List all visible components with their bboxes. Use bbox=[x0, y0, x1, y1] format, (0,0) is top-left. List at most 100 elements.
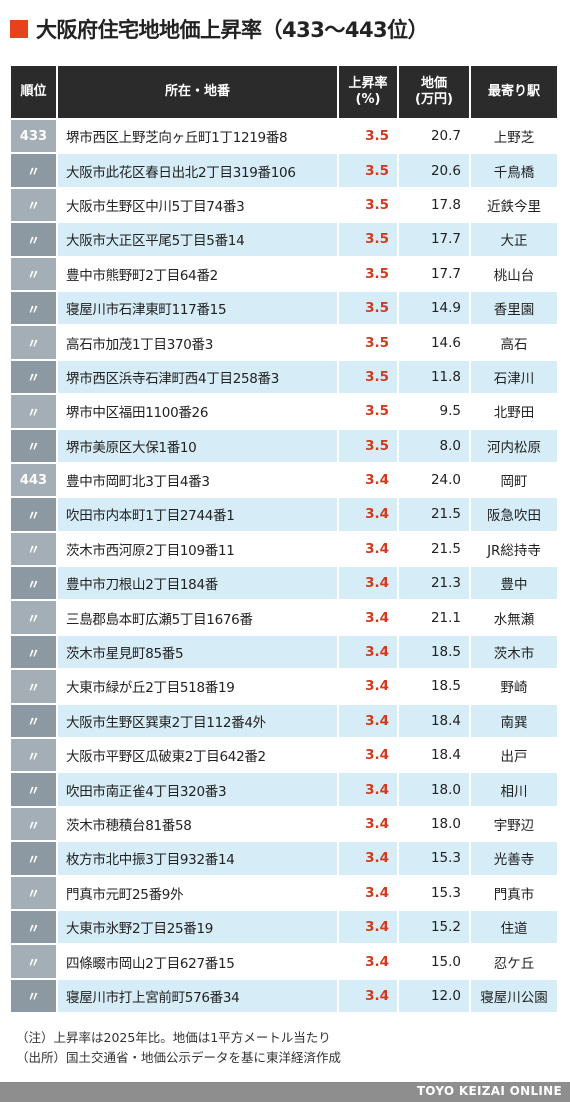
rate-cell: 3.4 bbox=[339, 979, 399, 1013]
station-cell: 上野芝 bbox=[471, 120, 557, 153]
station-cell: 河内松原 bbox=[471, 429, 557, 462]
table-header: 順位 所在・地番 上昇率 (%) 地価 (万円) 最寄り駅 bbox=[11, 66, 557, 118]
station-cell: 相川 bbox=[471, 773, 557, 806]
address-cell: 枚方市北中振3丁目932番14 bbox=[58, 842, 339, 875]
address-cell: 豊中市岡町北3丁目4番3 bbox=[58, 463, 339, 497]
price-cell: 12.0 bbox=[399, 979, 471, 1013]
footer: TOYO KEIZAI ONLINE bbox=[0, 1082, 570, 1102]
table-row: 〃茨木市西河原2丁目109番11 3.4 21.5 JR総持寺 bbox=[11, 532, 557, 566]
address-cell: 大阪市生野区中川5丁目74番3 bbox=[58, 188, 339, 222]
table-row: 〃大阪市大正区平尾5丁目5番14 3.5 17.7 大正 bbox=[11, 223, 557, 256]
rank-cell: 433 bbox=[11, 120, 58, 153]
table-row: 〃堺市美原区大保1番10 3.5 8.0 河内松原 bbox=[11, 429, 557, 462]
table-row: 〃大東市緑が丘2丁目518番19 3.4 18.5 野崎 bbox=[11, 670, 557, 703]
address-cell: 寝屋川市石津東町117番15 bbox=[58, 291, 339, 325]
rank-cell: 〃 bbox=[11, 567, 58, 600]
station-cell: 豊中 bbox=[471, 567, 557, 600]
header-rate-line1: 上昇率 bbox=[348, 76, 388, 91]
address-cell: 寝屋川市打上宮前町576番34 bbox=[58, 979, 339, 1013]
station-cell: 宇野辺 bbox=[471, 807, 557, 841]
table-row: 433 堺市西区上野芝向ヶ丘町1丁1219番8 3.5 20.7 上野芝 bbox=[11, 120, 557, 153]
station-cell: 南巽 bbox=[471, 704, 557, 738]
header-rate: 上昇率 (%) bbox=[339, 66, 399, 118]
station-cell: 住道 bbox=[471, 910, 557, 944]
rank-cell: 〃 bbox=[11, 773, 58, 806]
header-price: 地価 (万円) bbox=[399, 66, 471, 118]
price-cell: 15.3 bbox=[399, 876, 471, 909]
table-row: 〃茨木市星見町85番5 3.4 18.5 茨木市 bbox=[11, 635, 557, 669]
header-price-line1: 地価 bbox=[420, 76, 447, 91]
rate-cell: 3.5 bbox=[339, 154, 399, 187]
price-cell: 17.8 bbox=[399, 188, 471, 222]
table-row: 〃大東市氷野2丁目25番19 3.4 15.2 住道 bbox=[11, 910, 557, 944]
station-cell: 忍ケ丘 bbox=[471, 945, 557, 978]
price-cell: 18.5 bbox=[399, 670, 471, 703]
rate-cell: 3.4 bbox=[339, 739, 399, 772]
address-cell: 堺市美原区大保1番10 bbox=[58, 429, 339, 462]
price-cell: 17.7 bbox=[399, 257, 471, 290]
address-cell: 堺市西区浜寺石津町西4丁目258番3 bbox=[58, 360, 339, 394]
rate-cell: 3.5 bbox=[339, 326, 399, 359]
ranking-table: 順位 所在・地番 上昇率 (%) 地価 (万円) 最寄り駅 433 堺市西区上野芝向ヶ… bbox=[11, 64, 557, 1014]
station-cell: 出戸 bbox=[471, 739, 557, 772]
table-row: 〃堺市中区福田1100番26 3.5 9.5 北野田 bbox=[11, 395, 557, 428]
address-cell: 堺市中区福田1100番26 bbox=[58, 395, 339, 428]
table-row: 〃吹田市内本町1丁目2744番1 3.4 21.5 阪急吹田 bbox=[11, 498, 557, 531]
station-cell: 千鳥橋 bbox=[471, 154, 557, 187]
rate-cell: 3.4 bbox=[339, 567, 399, 600]
rank-cell: 443 bbox=[11, 463, 58, 497]
price-cell: 21.3 bbox=[399, 567, 471, 600]
station-cell: 大正 bbox=[471, 223, 557, 256]
address-cell: 大東市緑が丘2丁目518番19 bbox=[58, 670, 339, 703]
rate-cell: 3.4 bbox=[339, 670, 399, 703]
rate-cell: 3.5 bbox=[339, 188, 399, 222]
price-cell: 24.0 bbox=[399, 463, 471, 497]
header-rate-line2: (%) bbox=[355, 92, 381, 107]
rank-cell: 〃 bbox=[11, 429, 58, 462]
table-row: 〃枚方市北中振3丁目932番14 3.4 15.3 光善寺 bbox=[11, 842, 557, 875]
rank-cell: 〃 bbox=[11, 842, 58, 875]
rate-cell: 3.5 bbox=[339, 257, 399, 290]
page-title: 大阪府住宅地地価上昇率（433〜443位） bbox=[36, 18, 429, 42]
title-marker-square bbox=[10, 20, 28, 38]
price-cell: 21.5 bbox=[399, 532, 471, 566]
rate-cell: 3.5 bbox=[339, 360, 399, 394]
rank-cell: 〃 bbox=[11, 807, 58, 841]
rate-cell: 3.4 bbox=[339, 773, 399, 806]
rate-cell: 3.5 bbox=[339, 120, 399, 153]
price-cell: 18.4 bbox=[399, 704, 471, 738]
rank-cell: 〃 bbox=[11, 257, 58, 290]
rank-cell: 〃 bbox=[11, 326, 58, 359]
rank-cell: 〃 bbox=[11, 532, 58, 566]
table-row: 〃寝屋川市打上宮前町576番34 3.4 12.0 寝屋川公園 bbox=[11, 979, 557, 1013]
rank-cell: 〃 bbox=[11, 601, 58, 634]
price-cell: 15.2 bbox=[399, 910, 471, 944]
rank-cell: 〃 bbox=[11, 498, 58, 531]
price-cell: 15.0 bbox=[399, 945, 471, 978]
header-rank: 順位 bbox=[11, 66, 58, 118]
table-row: 〃寝屋川市石津東町117番15 3.5 14.9 香里園 bbox=[11, 291, 557, 325]
rate-cell: 3.4 bbox=[339, 807, 399, 841]
rate-cell: 3.4 bbox=[339, 463, 399, 497]
station-cell: 香里園 bbox=[471, 291, 557, 325]
rank-cell: 〃 bbox=[11, 910, 58, 944]
price-cell: 18.5 bbox=[399, 635, 471, 669]
price-cell: 20.6 bbox=[399, 154, 471, 187]
title-bar: 大阪府住宅地地価上昇率（433〜443位） bbox=[10, 12, 429, 46]
price-cell: 18.0 bbox=[399, 807, 471, 841]
table-row: 〃三島郡島本町広瀬5丁目1676番 3.4 21.1 水無瀬 bbox=[11, 601, 557, 634]
footer-brand: TOYO KEIZAI ONLINE bbox=[416, 1084, 562, 1098]
table-row: 〃大阪市此花区春日出北2丁目319番106 3.5 20.6 千鳥橋 bbox=[11, 154, 557, 187]
station-cell: 北野田 bbox=[471, 395, 557, 428]
address-cell: 茨木市星見町85番5 bbox=[58, 635, 339, 669]
station-cell: 光善寺 bbox=[471, 842, 557, 875]
rate-cell: 3.5 bbox=[339, 291, 399, 325]
address-cell: 吹田市南正雀4丁目320番3 bbox=[58, 773, 339, 806]
price-cell: 11.8 bbox=[399, 360, 471, 394]
station-cell: 寝屋川公園 bbox=[471, 979, 557, 1013]
rate-cell: 3.4 bbox=[339, 876, 399, 909]
price-cell: 17.7 bbox=[399, 223, 471, 256]
rank-cell: 〃 bbox=[11, 635, 58, 669]
rate-cell: 3.4 bbox=[339, 635, 399, 669]
rank-cell: 〃 bbox=[11, 979, 58, 1013]
